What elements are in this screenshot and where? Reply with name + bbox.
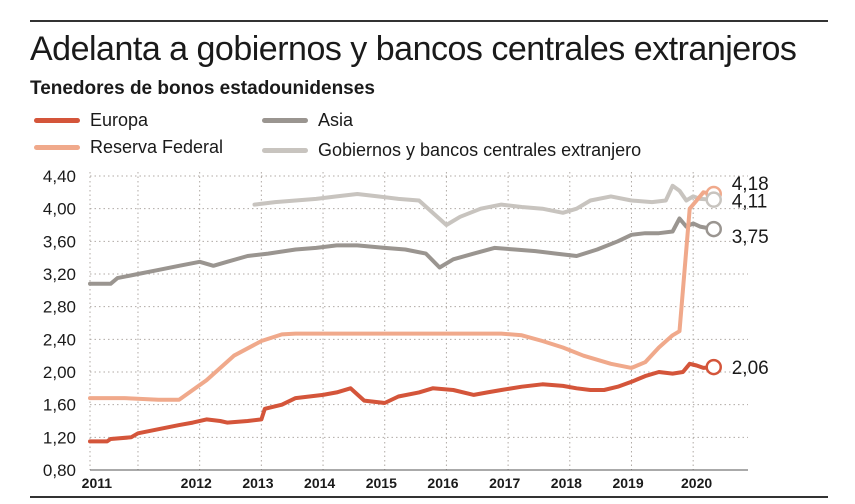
legend-swatch-asia <box>262 118 308 123</box>
y-tick-label: 3,20 <box>43 265 76 284</box>
series-line-europa <box>88 361 716 444</box>
legend-item-europa: Europa <box>34 110 148 131</box>
legend-item-gobiernos: Gobiernos y bancos centrales extranjero <box>262 140 641 161</box>
y-tick-label: 3,60 <box>43 232 76 251</box>
x-tick-label: 2020 <box>681 475 712 491</box>
end-marker-gobiernos <box>705 191 722 208</box>
y-tick-label: 0,80 <box>43 461 76 480</box>
y-tick-label: 4,00 <box>43 200 76 219</box>
legend-label-asia: Asia <box>318 110 354 130</box>
x-tick-label: 2016 <box>427 475 458 491</box>
end-label-reserva: 4,18 <box>732 174 769 195</box>
series-line-reserva <box>88 190 716 402</box>
x-tick-label: 2014 <box>304 475 335 491</box>
end-marker-asia <box>705 220 722 238</box>
x-tick-label: 2013 <box>242 475 273 491</box>
y-tick-label: 2,00 <box>43 363 76 382</box>
y-tick-label: 2,40 <box>43 330 76 349</box>
series-line-gobiernos <box>252 183 716 227</box>
y-tick-label: 1,60 <box>43 396 76 415</box>
legend-item-asia: Asia <box>262 110 353 131</box>
end-label-asia: 3,75 <box>732 227 769 248</box>
y-tick-label: 1,20 <box>43 428 76 447</box>
end-label-gobiernos: 4,11 <box>732 192 768 213</box>
legend-label-gobiernos: Gobiernos y bancos centrales extranjero <box>318 140 642 160</box>
chart-subtitle: Tenedores de bonos estadounidenses <box>30 78 375 99</box>
legend-swatch-gobiernos <box>262 148 308 153</box>
x-tick-label: 2019 <box>612 475 643 491</box>
series-line-asia <box>88 216 716 286</box>
y-tick-label: 4,40 <box>43 167 76 186</box>
legend-swatch-europa <box>34 118 80 123</box>
y-tick-label: 2,80 <box>43 298 76 317</box>
x-tick-label: 2015 <box>366 475 397 491</box>
end-marker-europa <box>705 358 722 376</box>
chart-title: Adelanta a gobiernos y bancos centrales … <box>30 30 797 68</box>
legend-label-europa: Europa <box>90 110 149 130</box>
legend-label-reserva-federal: Reserva Federal <box>90 137 224 157</box>
end-label-europa: 2,06 <box>732 358 769 379</box>
legend-item-reserva-federal: Reserva Federal <box>34 137 223 158</box>
x-tick-label: 2017 <box>489 475 520 491</box>
x-tick-label: 2011 <box>82 475 113 491</box>
x-tick-label: 2012 <box>181 475 212 491</box>
legend-swatch-reserva-federal <box>34 145 80 150</box>
x-tick-label: 2018 <box>551 475 582 491</box>
top-rule <box>30 20 828 22</box>
bottom-rule <box>30 496 828 498</box>
